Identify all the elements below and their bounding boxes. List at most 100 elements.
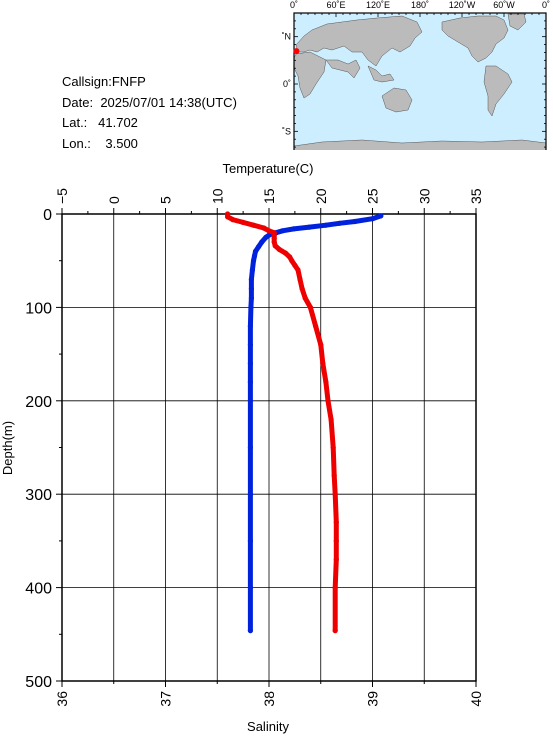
temperature-data-point	[250, 258, 257, 264]
salinity-data-point	[307, 304, 313, 310]
temperature-data-point	[323, 222, 329, 228]
salinity-tick-label: 40	[468, 691, 484, 707]
callsign-row: Callsign:FNFP	[62, 72, 237, 93]
date-label: Date:	[62, 94, 94, 110]
temperature-data-point	[256, 244, 262, 250]
depth-tick-label: 100	[25, 300, 52, 317]
salinity-data-point	[332, 491, 338, 497]
salinity-tick-label: 38	[261, 691, 277, 707]
temperature-data-point	[248, 304, 254, 310]
map-longitude-label: 120˚W	[449, 0, 476, 10]
temperature-data-point	[247, 360, 253, 366]
temperature-data-point	[247, 379, 253, 385]
depth-tick-label: 400	[25, 581, 52, 598]
temperature-data-point	[247, 585, 253, 591]
map-longitude-labels: 0˚ 60˚E 120˚E 180˚ 120˚W 60˚W 0˚	[290, 0, 550, 10]
depth-tick-label: 500	[25, 674, 52, 691]
temperature-data-point	[248, 276, 254, 282]
temperature-tick-label: 10	[209, 188, 225, 204]
temperature-data-point	[336, 220, 342, 226]
map-latitude-label: 60˚N	[282, 32, 291, 42]
lon-row: Lon.: 3.500	[62, 134, 237, 155]
temperature-data-point	[352, 218, 358, 225]
salinity-data-point	[289, 258, 295, 264]
salinity-data-point	[230, 217, 236, 223]
salinity-data-point	[292, 262, 298, 268]
salinity-tick-label: 36	[54, 691, 70, 707]
lon-value: 3.500	[105, 135, 138, 151]
temperature-data-point	[251, 253, 258, 259]
salinity-data-point	[261, 225, 267, 231]
map-longitude-label: 60˚W	[493, 0, 515, 10]
landmass-australia	[381, 87, 413, 113]
plot-frame	[61, 213, 477, 682]
salinity-data-point	[330, 444, 336, 451]
temperature-tick-label: 30	[416, 188, 432, 204]
landmass-antarctica	[293, 139, 547, 150]
axis-ticks	[56, 208, 477, 687]
salinity-data-point	[318, 342, 324, 348]
salinity-data-point	[225, 214, 231, 220]
temperature-data-point	[247, 538, 253, 544]
landmass-north-america	[441, 15, 509, 63]
temperature-axis-title: Temperature(C)	[222, 161, 313, 176]
map-frame-ticks	[293, 12, 547, 148]
map-latitude-label: 60˚S	[282, 126, 291, 136]
map-longitude-label: 0˚	[542, 0, 550, 10]
map-latitude-labels: 60˚N 0˚ 60˚S	[282, 32, 291, 137]
salinity-data-point	[320, 360, 326, 366]
salinity-data-point	[297, 276, 303, 282]
salinity-data-point	[240, 219, 246, 225]
map-longitude-label: 180˚	[411, 0, 429, 10]
temperature-tick-label: 25	[365, 188, 381, 204]
temperature-data-point	[249, 267, 255, 273]
temperature-data-point	[263, 234, 269, 240]
lon-label: Lon.:	[62, 135, 91, 151]
station-info: Callsign:FNFP Date: 2025/07/01 14:38(UTC…	[62, 72, 237, 154]
salinity-data-point	[302, 295, 308, 301]
landmass-southeast-asia	[367, 65, 395, 83]
salinity-data-point	[333, 557, 339, 563]
temperature-tick-labels: −5 0 5 10 15 20 25 30 35	[54, 188, 484, 204]
profile-chart: Temperature(C) −5 0 5 10 15 20 25 30 35 01002003…	[0, 161, 484, 734]
map-latitude-label: 0˚	[283, 79, 291, 89]
temperature-data-point	[247, 323, 253, 329]
depth-tick-labels: 0 100 200 300 400 500	[25, 207, 52, 691]
temperature-data-point	[247, 398, 253, 404]
salinity-data-point	[295, 267, 301, 273]
salinity-data-point	[283, 250, 289, 256]
temperature-tick-label: 5	[158, 196, 174, 204]
temperature-tick-label: 20	[313, 188, 329, 204]
salinity-axis-title: Salinity	[247, 719, 289, 734]
grid-lines	[62, 214, 476, 681]
landmass-arabia-india	[325, 59, 361, 79]
salinity-data-point	[250, 222, 257, 228]
lat-label: Lat.:	[62, 115, 88, 130]
temperature-data-point	[369, 216, 376, 222]
date-value: 2025/07/01 14:38(UTC)	[100, 94, 237, 110]
salinity-data-point	[328, 416, 334, 423]
temperature-data-point	[248, 295, 254, 301]
temperature-data-point	[247, 491, 253, 497]
date-row: Date: 2025/07/01 14:38(UTC)	[62, 93, 237, 114]
map-landmasses	[293, 13, 547, 150]
map-longitude-label: 120˚E	[366, 0, 390, 10]
lat-row: Lat.: 41.702	[62, 113, 237, 134]
salinity-data-point	[266, 228, 272, 234]
salinity-data-point	[299, 286, 305, 292]
salinity-data-point	[332, 585, 338, 591]
map-longitude-label: 0˚	[290, 0, 298, 10]
lat-value: 41.702	[98, 115, 138, 130]
temperature-tick-label: 15	[261, 188, 277, 204]
temperature-tick-label: 35	[468, 188, 484, 204]
salinity-data-point	[325, 398, 331, 404]
salinity-data-point	[276, 246, 282, 253]
profile-series	[225, 211, 384, 634]
salinity-data-point	[271, 235, 277, 241]
temperature-profile-line	[247, 213, 384, 634]
salinity-tick-labels: 36 37 38 39 40	[54, 691, 484, 707]
salinity-data-point	[323, 379, 329, 385]
salinity-data-point	[272, 243, 278, 249]
temperature-data-point	[306, 224, 312, 230]
temperature-data-point	[378, 213, 384, 219]
